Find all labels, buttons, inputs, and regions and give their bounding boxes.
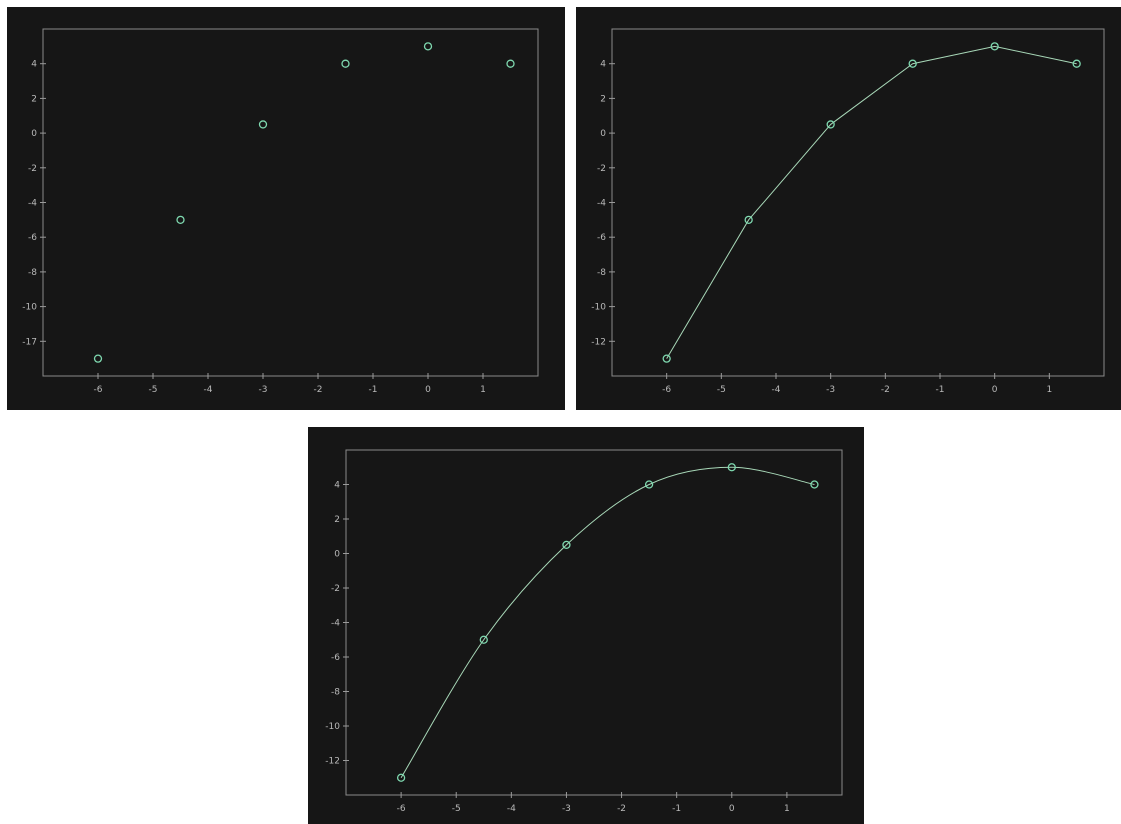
y-tick-label: -2 (331, 584, 340, 594)
x-tick-label: -2 (314, 385, 323, 395)
x-tick-label: -5 (149, 385, 158, 395)
y-tick-label: -8 (597, 268, 606, 278)
x-tick-label: -2 (881, 385, 890, 395)
y-tick-label: 2 (31, 94, 37, 104)
y-tick-label: -4 (597, 199, 606, 209)
y-tick-label: 4 (31, 60, 37, 70)
data-point (177, 216, 184, 223)
x-tick-label: 1 (784, 804, 790, 814)
y-tick-label: -10 (325, 722, 340, 732)
x-tick-label: -4 (772, 385, 781, 395)
x-tick-label: -4 (204, 385, 213, 395)
x-tick-label: -1 (672, 804, 681, 814)
y-tick-label: -17 (22, 337, 37, 347)
x-tick-label: -5 (452, 804, 461, 814)
y-tick-label: -4 (28, 199, 37, 209)
y-tick-label: -2 (597, 164, 606, 174)
y-tick-label: -12 (325, 757, 340, 767)
y-tick-label: -6 (331, 653, 340, 663)
chart-panel-scatter: 4 2 0 -2 -4 -6 -8 -10 -17 -6 -5 -4 -3 -2 -1 0 1 (7, 7, 565, 410)
x-tick-label: -3 (562, 804, 571, 814)
x-tick-label: -6 (397, 804, 406, 814)
x-tick-label: -6 (94, 385, 103, 395)
y-tick-label: -8 (331, 688, 340, 698)
y-tick-label: -10 (22, 303, 37, 313)
scatter-chart: 420-2-4-6-8-10-17-6 -5 -4 -3 -2 -1 0 1 (7, 7, 565, 410)
y-tick-label: -10 (591, 303, 606, 313)
chart-panel-smooth: 4 2 0 -2 -4 -6 -8 -10 -12 -6 -5 -4 -3 -2 -1 0 1 (308, 427, 864, 824)
smooth-line-chart: 420-2-4-6-8-10-12-6 -5 -4 -3 -2 -1 0 1 (308, 427, 864, 824)
y-tick-label: 0 (334, 550, 340, 560)
x-tick-label: -1 (936, 385, 945, 395)
y-tick-label: 2 (600, 94, 606, 104)
x-tick-label: -3 (259, 385, 268, 395)
y-tick-label: -8 (28, 268, 37, 278)
x-tick-label: 1 (480, 385, 486, 395)
x-tick-label: -2 (617, 804, 626, 814)
y-tick-label: -2 (28, 164, 37, 174)
x-tick-label: 1 (1046, 385, 1052, 395)
data-point (95, 355, 102, 362)
x-tick-label: -3 (826, 385, 835, 395)
y-tick-label: 2 (334, 515, 340, 525)
y-tick-label: -12 (591, 337, 606, 347)
plot-frame (43, 29, 538, 376)
data-point (342, 60, 349, 67)
y-tick-label: -6 (597, 233, 606, 243)
y-tick-label: 4 (334, 481, 340, 491)
x-tick-label: -4 (507, 804, 516, 814)
plot-frame (612, 29, 1104, 376)
series-curve (401, 467, 814, 778)
data-point (425, 43, 432, 50)
y-tick-label: 4 (600, 60, 606, 70)
x-tick-label: 0 (425, 385, 431, 395)
y-tick-label: 0 (600, 129, 606, 139)
y-tick-label: -6 (28, 233, 37, 243)
x-tick-label: -5 (717, 385, 726, 395)
x-tick-label: -1 (369, 385, 378, 395)
x-tick-label: 0 (992, 385, 998, 395)
data-point (507, 60, 514, 67)
y-tick-label: -4 (331, 619, 340, 629)
x-tick-label: -6 (662, 385, 671, 395)
linear-line-chart: 420-2-4-6-8-10-12-6 -5 -4 -3 -2 -1 0 1 (576, 7, 1121, 410)
data-point (260, 121, 267, 128)
x-tick-label: 0 (729, 804, 735, 814)
chart-panel-linear: 4 2 0 -2 -4 -6 -8 -10 -12 -6 -5 -4 -3 -2 -1 0 1 (576, 7, 1121, 410)
y-tick-label: 0 (31, 129, 37, 139)
series-line (667, 46, 1077, 358)
